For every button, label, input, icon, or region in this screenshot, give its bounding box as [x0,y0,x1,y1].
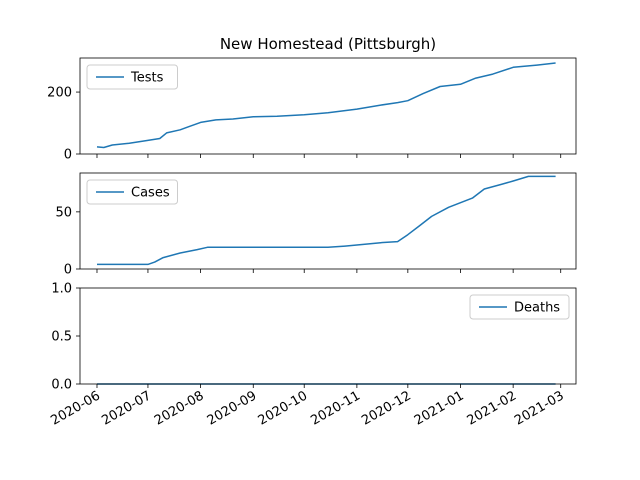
panel-deaths: 0.0 0.5 1.0 Deaths [51,282,577,393]
x-tick-label: 2021-02 [465,388,520,428]
x-tick-label: 2020-12 [359,388,414,428]
y-tick-label-cases: 50 [55,205,72,220]
legend-label-cases: Cases [131,186,170,201]
legend-box-deaths [469,294,570,320]
panel-cases: 0 50 Cases [55,172,577,278]
panels: 0 200 Tests 0 50 Cases 0.0 0.5 1.0 Deaths [47,57,577,393]
x-tick-label: 2021-03 [512,388,567,428]
x-tick-label: 2020-07 [99,388,154,428]
y-tick-label-deaths: 1.0 [51,282,72,297]
axes-frame-tests [79,57,577,155]
x-tick-label: 2020-10 [256,388,311,428]
axes-frame-cases [79,172,577,270]
y-tick-label-deaths: 0.0 [51,378,72,393]
legend-label-tests: Tests [130,71,164,86]
series-line-cases [97,175,556,266]
legend-cases: Cases [86,179,178,205]
y-tick-label-tests: 0 [64,148,72,163]
legend-deaths: Deaths [469,294,570,320]
x-tick-label: 2020-06 [48,388,103,428]
y-tick-label-cases: 0 [64,263,72,278]
x-tick-label: 2021-01 [412,388,467,428]
y-tick-label-tests: 200 [47,86,72,101]
panel-tests: 0 200 Tests [47,57,577,163]
x-tick-label: 2020-11 [308,388,363,428]
y-tick-label-deaths: 0.5 [51,330,72,345]
chart-title: New Homestead (Pittsburgh) [220,35,436,53]
x-tick-label: 2020-09 [205,388,260,428]
legend-label-deaths: Deaths [514,301,560,316]
legend-box-cases [86,179,178,205]
x-tick-label: 2020-08 [152,388,207,428]
legend-box-tests [86,64,178,90]
legend-tests: Tests [86,64,178,90]
x-tick-labels: 2020-062020-072020-082020-092020-102020-… [48,388,566,428]
series-line-tests [96,62,556,149]
